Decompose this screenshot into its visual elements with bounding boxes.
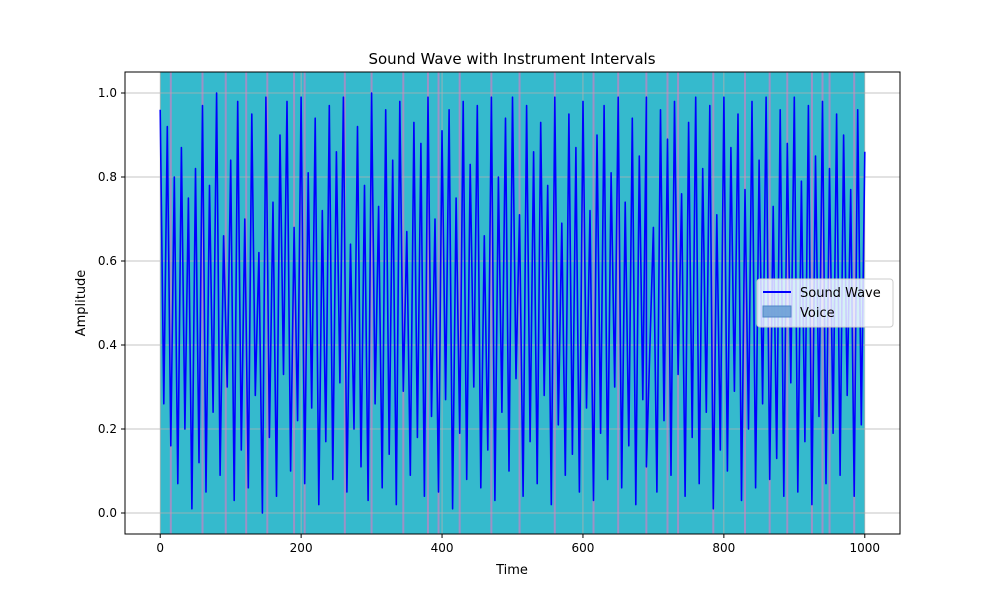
y-tick-label: 0.6	[98, 254, 117, 268]
interval-accent-line	[293, 72, 296, 534]
interval-accent-line	[617, 72, 620, 534]
interval-accent-line	[490, 72, 493, 534]
y-axis: 0.0 0.2 0.4 0.6 0.8 1.0	[98, 86, 125, 520]
x-tick-label: 200	[290, 541, 313, 555]
interval-accent-line	[402, 72, 405, 534]
interval-accent-line	[744, 72, 746, 534]
legend-voice-swatch	[762, 305, 792, 318]
legend: Sound Wave Voice	[756, 278, 894, 328]
x-tick-label: 800	[712, 541, 735, 555]
interval-accent-line	[677, 72, 680, 534]
interval-accent-line	[303, 72, 306, 534]
x-tick-label: 400	[431, 541, 454, 555]
x-tick-label: 0	[156, 541, 164, 555]
interval-accent-line	[712, 72, 715, 534]
y-tick-label: 0.0	[98, 506, 117, 520]
x-axis-label: Time	[495, 563, 528, 578]
interval-accent-line	[169, 72, 172, 534]
y-tick-label: 0.2	[98, 422, 117, 436]
series-sound-wave-line	[159, 92, 866, 514]
interval-accent-line	[553, 72, 556, 534]
interval-accent-line	[426, 72, 429, 534]
x-tick-label: 600	[572, 541, 595, 555]
plot-area	[124, 71, 901, 535]
interval-accent-line	[592, 72, 595, 534]
interval-accent-line	[370, 72, 373, 534]
y-axis-label: Amplitude	[74, 270, 89, 337]
interval-accent-line	[201, 72, 204, 534]
interval-accent-line	[518, 72, 521, 534]
y-tick-label: 1.0	[98, 86, 117, 100]
x-tick-label: 1000	[849, 541, 880, 555]
series-layer	[159, 92, 866, 514]
y-tick-label: 0.8	[98, 170, 117, 184]
axes-frame	[124, 71, 901, 535]
legend-voice-label: Voice	[800, 306, 835, 321]
legend-sound-wave-label: Sound Wave	[800, 286, 881, 301]
interval-accent-line	[437, 72, 440, 534]
interval-accent-line	[666, 72, 669, 534]
chart-title: Sound Wave with Instrument Intervals	[368, 50, 655, 68]
y-tick-label: 0.4	[98, 338, 117, 352]
interval-accent-line	[458, 72, 461, 534]
x-axis: 0 200 400 600 800 1000	[156, 534, 880, 555]
